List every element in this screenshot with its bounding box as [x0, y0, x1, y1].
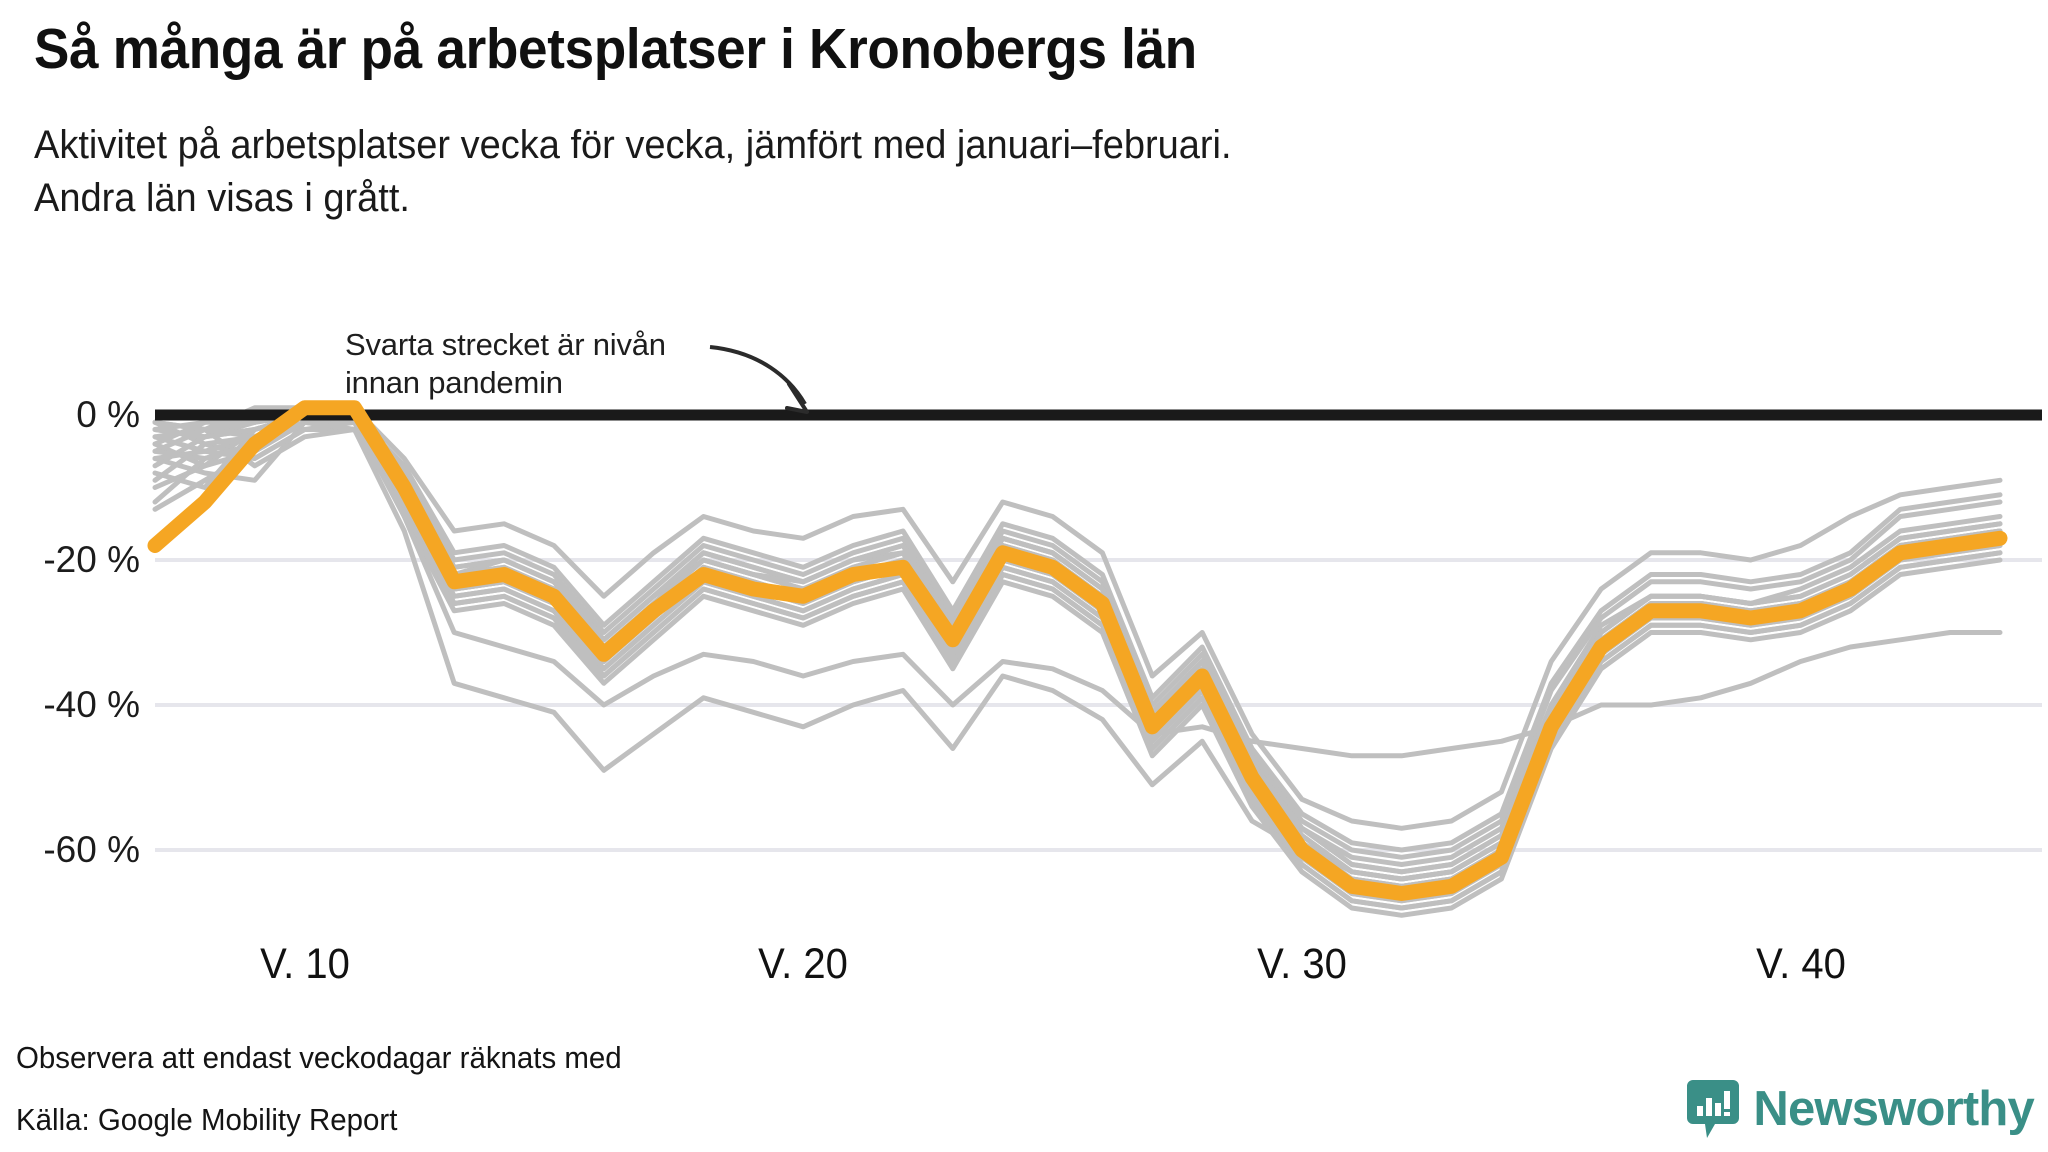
page-title: Så många är på arbetsplatser i Kronoberg…: [34, 17, 1197, 81]
y-tick-label: -40 %: [43, 684, 140, 725]
x-tick-label: V. 10: [259, 940, 350, 988]
highlight-series-line[interactable]: [147, 400, 2008, 901]
y-tick-label: 0 %: [76, 394, 140, 435]
plot-area: [0, 300, 2048, 960]
y-tick-label: -20 %: [43, 539, 140, 580]
footer-note: Observera att endast veckodagar räknats …: [16, 1040, 622, 1075]
footer-source: Källa: Google Mobility Report: [16, 1102, 398, 1137]
annotation-arrow: [709, 345, 809, 414]
x-axis: V. 10 V. 20 V. 30 V. 40: [0, 940, 2048, 1010]
annotation-text: Svarta strecket är nivån innan pandemin: [345, 327, 666, 400]
newsworthy-logo[interactable]: Newsworthy: [1685, 1078, 2035, 1140]
background-series-lines: [152, 405, 2003, 918]
line-chart-svg: [147, 345, 2042, 918]
chart-header: Så många är på arbetsplatser i Kronoberg…: [34, 16, 2014, 226]
x-tick-label: V. 20: [758, 940, 849, 988]
y-tick-label: -60 %: [43, 829, 140, 870]
y-axis: 0 % -20 % -40 % -60 %: [0, 300, 140, 960]
newsworthy-bubble-chart-icon: [1687, 1080, 1740, 1138]
chart-subtitle: Aktivitet på arbetsplatser vecka för vec…: [34, 123, 1232, 221]
logo-text: Newsworthy: [1753, 1081, 2034, 1136]
chart-footer: Observera att endast veckodagar räknats …: [16, 1040, 1316, 1138]
x-tick-label: V. 30: [1257, 940, 1347, 988]
x-tick-label: V. 40: [1755, 940, 1846, 988]
